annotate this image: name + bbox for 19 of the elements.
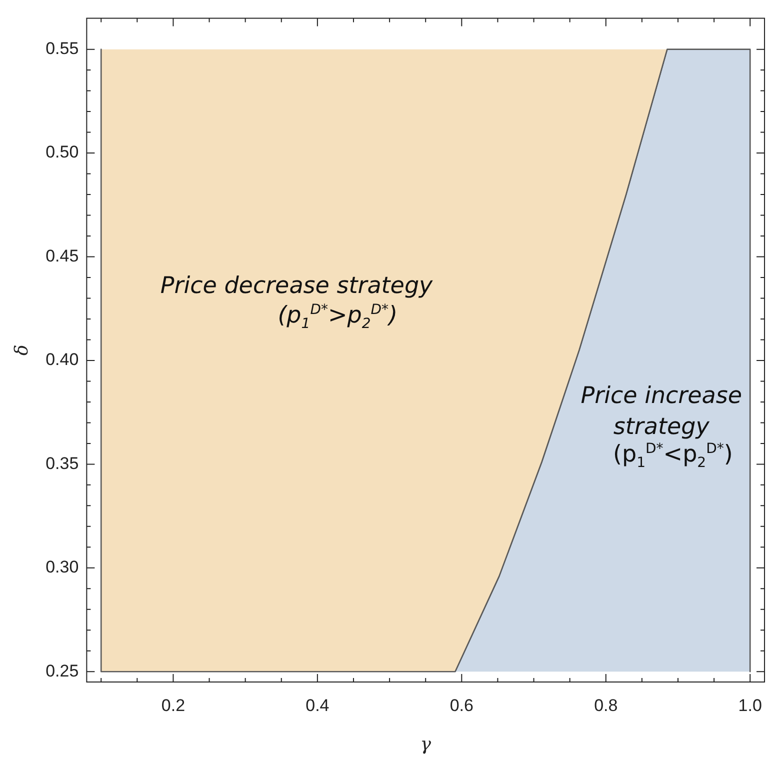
annotation: strategy bbox=[613, 414, 710, 440]
x-tick-label: 0.6 bbox=[450, 696, 474, 715]
y-tick-label: 0.40 bbox=[46, 350, 79, 370]
annotation: (p$_{1}$$^{D*}$<p$_{2}$$^{D*}$) bbox=[613, 440, 733, 472]
y-tick-label: 0.30 bbox=[46, 558, 79, 577]
x-tick-label: 0.2 bbox=[161, 696, 186, 715]
x-tick-label: 0.4 bbox=[306, 696, 330, 715]
y-tick-label: 0.35 bbox=[46, 454, 79, 473]
x-tick-label: 0.8 bbox=[594, 696, 618, 715]
x-tick-label: 1.0 bbox=[738, 696, 762, 715]
y-axis-title: δ bbox=[11, 344, 32, 356]
y-tick-label: 0.45 bbox=[46, 246, 79, 266]
annotation: (p$_{1}$$^{D*}$>p$_{2}$$^{D*}$) bbox=[278, 302, 398, 332]
y-tick-label: 0.50 bbox=[46, 142, 79, 162]
annotation: Price increase bbox=[580, 382, 742, 409]
annotation: Price decrease strategy bbox=[160, 272, 433, 299]
x-axis-title: γ bbox=[420, 734, 432, 755]
y-tick-label: 0.55 bbox=[46, 39, 79, 58]
y-tick-label: 0.25 bbox=[46, 661, 79, 680]
